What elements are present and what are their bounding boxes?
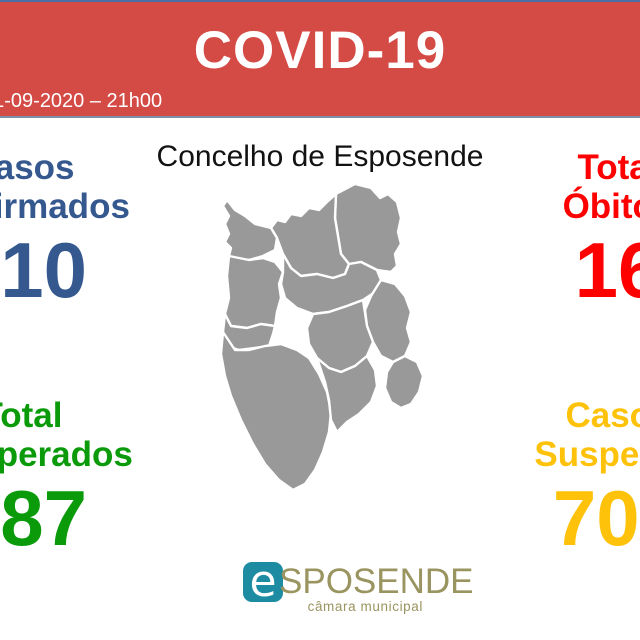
- stat-recovered-label-line1: Total: [0, 396, 63, 435]
- map-parish-s-lower: [315, 354, 379, 434]
- page-title: COVID-19: [193, 21, 447, 80]
- map-svg: [219, 182, 425, 492]
- map-parish-e: [363, 278, 413, 364]
- stat-confirmed-cases: Casos Confirmados 310: [0, 148, 162, 312]
- stat-recovered-label-line2: Recuperados: [0, 435, 133, 475]
- map-parish-se-lobe: [383, 354, 425, 410]
- stat-confirmed-label-line2: Confirmados: [0, 187, 130, 227]
- logo-wordmark: SPOSENDE: [279, 562, 474, 601]
- map-parish-nw: [221, 198, 279, 264]
- logo-subtitle: câmara municipal: [307, 599, 423, 614]
- stat-suspects-label-line2: Suspeitos: [534, 435, 640, 475]
- stat-suspects-label-line1: Casos: [565, 396, 640, 435]
- esposende-map: [205, 180, 445, 560]
- logo-e-letter: e: [249, 556, 277, 607]
- stat-deaths-label-line2: Óbitos: [562, 187, 640, 227]
- logo-mark-icon: e: [243, 556, 283, 607]
- stat-deaths: Total Óbitos 16: [478, 148, 640, 312]
- stat-recovered: Total Recuperados 287: [0, 396, 162, 560]
- stat-confirmed-label-line1: Casos: [0, 148, 75, 187]
- stat-confirmed-value: 310: [0, 226, 88, 315]
- esposende-logo: e SPOSENDE câmara municipal: [243, 556, 474, 616]
- stat-suspects-value: 700: [552, 474, 640, 563]
- stat-deaths-label-line1: Total: [577, 148, 640, 187]
- stat-suspect-cases: Casos Suspeitos 700: [478, 396, 640, 560]
- stat-recovered-value: 287: [0, 474, 88, 563]
- report-timestamp: 21-09-2020 – 21h00: [0, 90, 163, 112]
- map-title: Concelho de Esposende: [156, 140, 484, 173]
- header-banner: COVID-19 21-09-2020 – 21h00: [0, 0, 640, 118]
- map-parish-sw: [219, 330, 333, 492]
- stat-deaths-value: 16: [574, 226, 640, 315]
- map-parish-w-mid: [223, 254, 285, 330]
